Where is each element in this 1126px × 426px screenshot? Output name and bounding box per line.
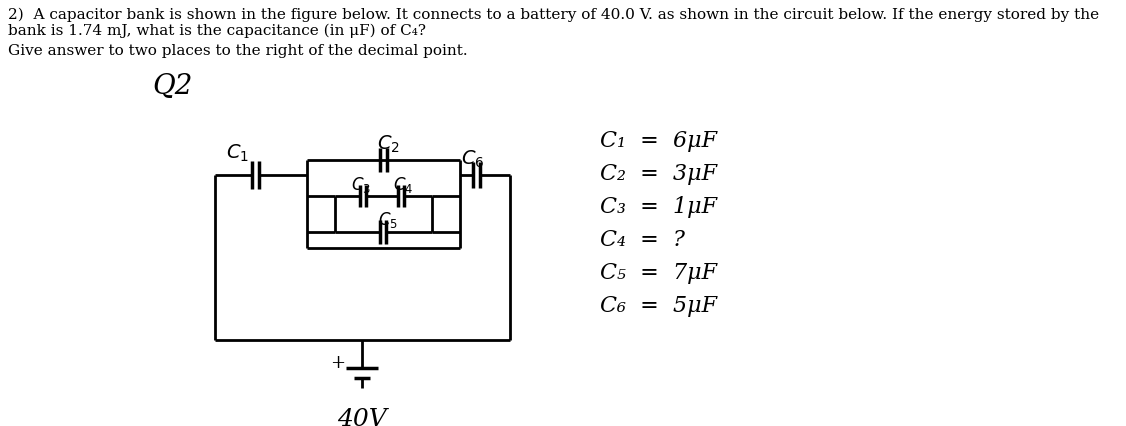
Text: $\mathit{C_3}$: $\mathit{C_3}$ xyxy=(351,175,372,195)
Text: C₁  =  6μF: C₁ = 6μF xyxy=(600,130,717,152)
Text: $\mathit{C_5}$: $\mathit{C_5}$ xyxy=(378,210,397,230)
Text: C₅  =  7μF: C₅ = 7μF xyxy=(600,262,717,284)
Text: 40V: 40V xyxy=(337,408,387,426)
Text: $\mathit{C_4}$: $\mathit{C_4}$ xyxy=(393,175,413,195)
Text: Give answer to two places to the right of the decimal point.: Give answer to two places to the right o… xyxy=(8,44,467,58)
Text: +: + xyxy=(330,354,346,372)
Text: $\mathit{C_2}$: $\mathit{C_2}$ xyxy=(376,133,400,155)
Text: C₂  =  3μF: C₂ = 3μF xyxy=(600,163,717,185)
Text: $\mathit{C_1}$: $\mathit{C_1}$ xyxy=(225,142,249,164)
Text: $\mathit{C_6}$: $\mathit{C_6}$ xyxy=(462,148,484,170)
Text: C₄  =  ?: C₄ = ? xyxy=(600,229,685,251)
Text: C₃  =  1μF: C₃ = 1μF xyxy=(600,196,717,218)
Text: Q2: Q2 xyxy=(152,73,193,100)
Text: C₆  =  5μF: C₆ = 5μF xyxy=(600,295,717,317)
Text: bank is 1.74 mJ, what is the capacitance (in μF) of C₄?: bank is 1.74 mJ, what is the capacitance… xyxy=(8,24,426,38)
Text: 2)  A capacitor bank is shown in the figure below. It connects to a battery of 4: 2) A capacitor bank is shown in the figu… xyxy=(8,8,1099,23)
